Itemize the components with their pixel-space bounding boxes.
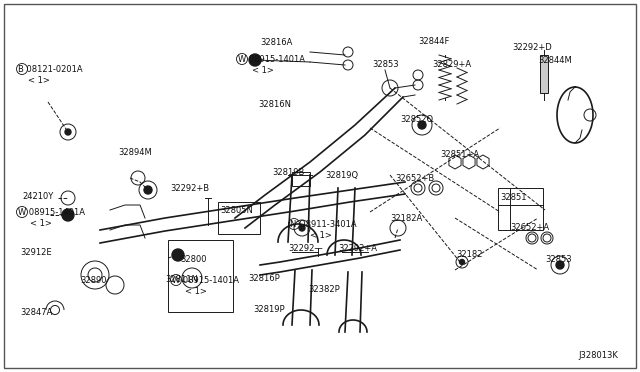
Text: W 08915-1401A: W 08915-1401A [18, 208, 85, 217]
Text: 32816N: 32816N [258, 100, 291, 109]
Text: W 08915-1401A: W 08915-1401A [238, 55, 305, 64]
Text: 32851+A: 32851+A [440, 150, 479, 159]
Circle shape [556, 261, 564, 269]
Circle shape [172, 249, 184, 261]
Text: 32811N: 32811N [165, 275, 198, 284]
Bar [218, 202, 260, 234]
Text: 32844F: 32844F [418, 37, 449, 46]
Text: J328013K: J328013K [578, 351, 618, 360]
Text: 32844M: 32844M [538, 56, 572, 65]
Text: 32853: 32853 [545, 255, 572, 264]
Circle shape [418, 121, 426, 129]
Text: 32853: 32853 [372, 60, 399, 69]
Bar [540, 55, 548, 93]
Text: 32829+A: 32829+A [432, 60, 471, 69]
Text: 32292+A: 32292+A [338, 244, 377, 253]
Text: N O8911-3401A: N O8911-3401A [290, 220, 356, 229]
Bar [292, 172, 310, 186]
Circle shape [249, 54, 261, 66]
Text: < 1>: < 1> [28, 76, 50, 85]
Text: 32800: 32800 [180, 255, 207, 264]
Text: 32851: 32851 [500, 193, 527, 202]
Text: 32652+A: 32652+A [510, 223, 549, 232]
Text: 32894M: 32894M [118, 148, 152, 157]
Text: 24210Y: 24210Y [22, 192, 53, 201]
Text: 32847A: 32847A [20, 308, 52, 317]
Circle shape [65, 129, 71, 135]
Text: 32805N: 32805N [220, 206, 253, 215]
Text: < 1>: < 1> [185, 287, 207, 296]
Text: 32382P: 32382P [308, 285, 340, 294]
Text: 32182A: 32182A [390, 214, 422, 223]
Text: 32912E: 32912E [20, 248, 52, 257]
Text: 32816A: 32816A [260, 38, 292, 47]
Text: 32292+B: 32292+B [170, 184, 209, 193]
Circle shape [299, 225, 305, 231]
Text: B 08121-0201A: B 08121-0201A [18, 65, 83, 74]
Text: 32852O: 32852O [400, 115, 433, 124]
Text: 32182: 32182 [456, 250, 483, 259]
Text: 32819P: 32819P [253, 305, 285, 314]
Text: 32819B: 32819B [272, 168, 305, 177]
Text: W 08915-1401A: W 08915-1401A [172, 276, 239, 285]
Text: 32819Q: 32819Q [325, 171, 358, 180]
Text: < 1>: < 1> [252, 66, 274, 75]
Text: < 1>: < 1> [30, 219, 52, 228]
Text: 32652+B: 32652+B [395, 174, 435, 183]
Text: 32292—: 32292— [288, 244, 323, 253]
Circle shape [144, 186, 152, 194]
Circle shape [62, 209, 74, 221]
Text: 32890: 32890 [80, 276, 106, 285]
Circle shape [460, 260, 465, 264]
Bar [168, 240, 233, 312]
Bar [498, 188, 543, 230]
Text: < 1>: < 1> [310, 231, 332, 240]
Text: 32816P: 32816P [248, 274, 280, 283]
Text: 32292+D: 32292+D [512, 43, 552, 52]
